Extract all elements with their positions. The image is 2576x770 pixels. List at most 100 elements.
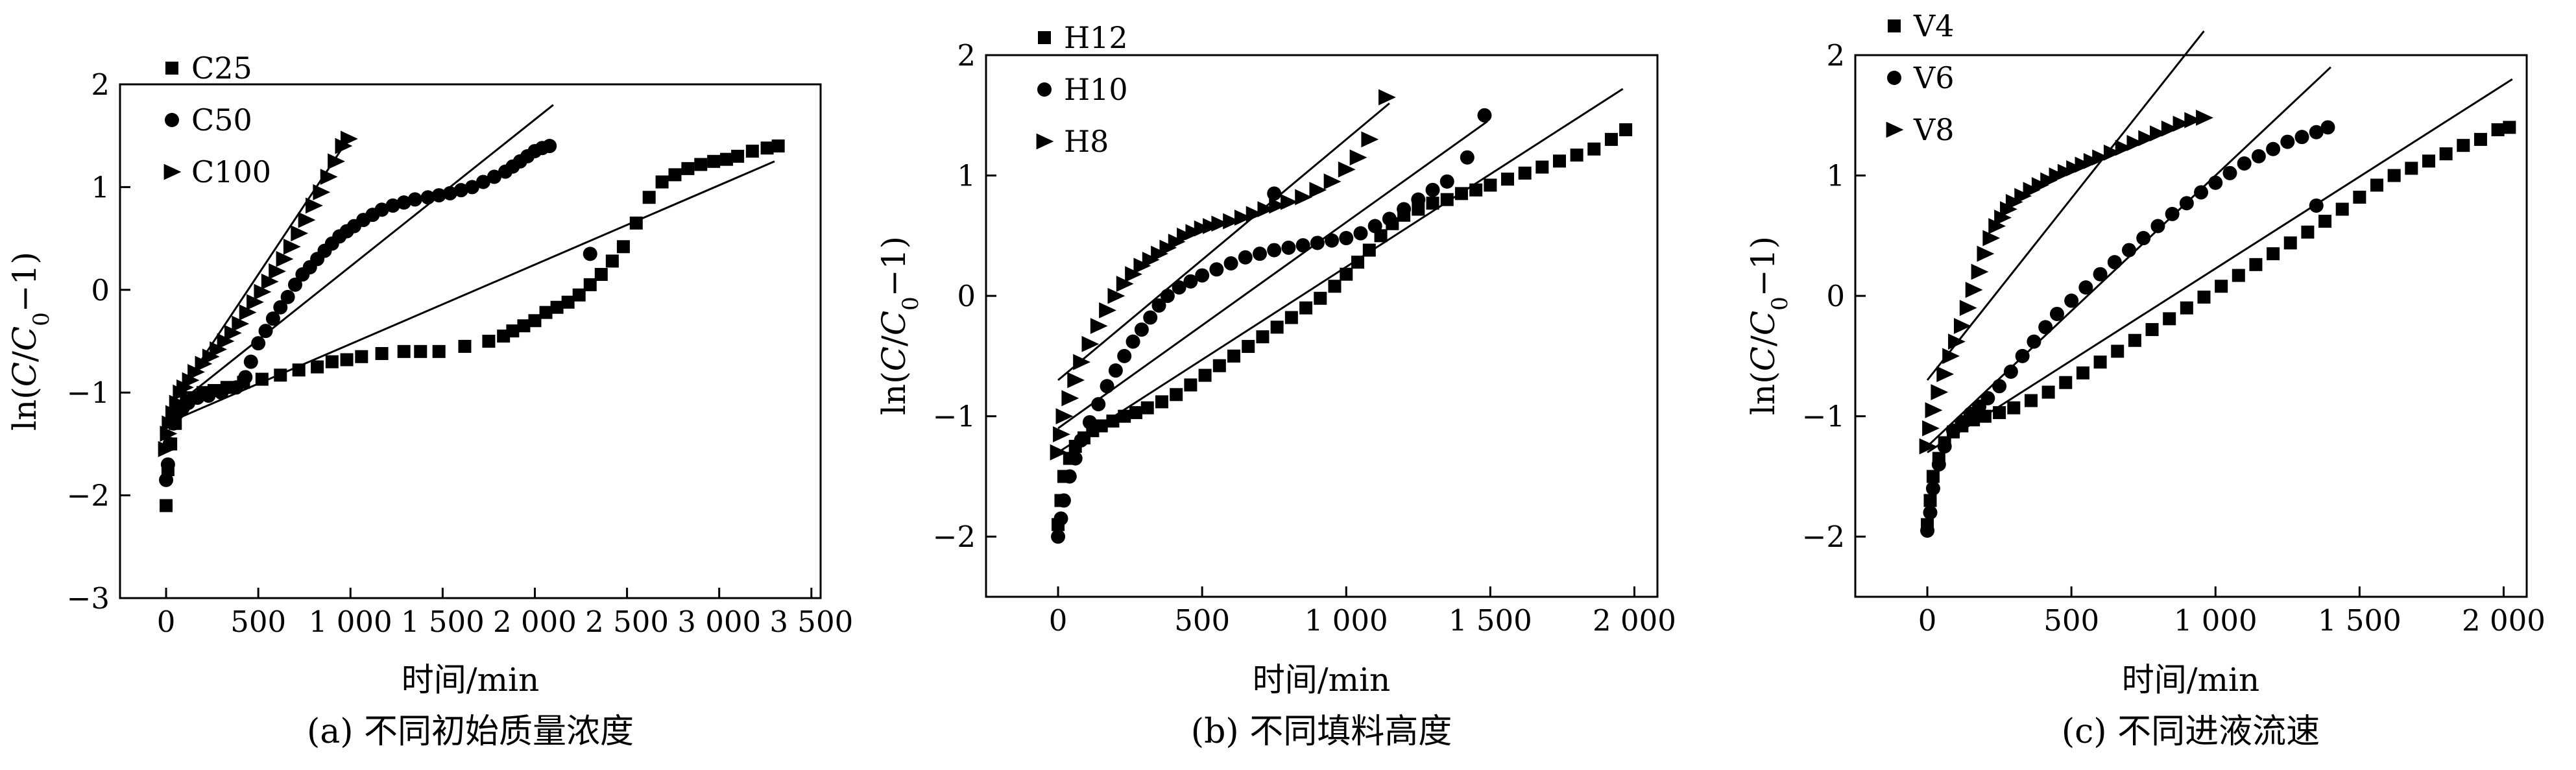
data-point-H8 xyxy=(1081,335,1100,352)
y-tick-label: 1 xyxy=(1826,159,1845,193)
data-point-V8 xyxy=(1982,230,2001,247)
data-point-H10 xyxy=(1310,235,1325,250)
data-point-V8 xyxy=(1936,366,1955,383)
legend: H12 H10 H8 xyxy=(1036,20,1128,159)
data-point-V8 xyxy=(1925,402,1943,418)
data-point-C50 xyxy=(464,180,479,195)
data-point-V4 xyxy=(2232,269,2245,282)
data-point-C25 xyxy=(160,499,173,512)
data-point-V8 xyxy=(2126,135,2145,151)
data-point-H10 xyxy=(1339,231,1354,246)
data-point-C25 xyxy=(629,216,643,230)
data-point-V8 xyxy=(1994,210,2012,226)
x-tick-label: 0 xyxy=(157,605,176,639)
data-point-V4 xyxy=(2422,154,2435,168)
fit-line-C50 xyxy=(165,104,554,415)
y-tick-label: −2 xyxy=(1802,520,1845,554)
data-point-V8 xyxy=(1953,318,1971,334)
data-point-V6 xyxy=(2266,141,2281,156)
data-point-V8 xyxy=(1988,218,2006,234)
chart-panel-c: 0 500 1 000 1 500 2 000 −2 −1 0 1 2 V4 V6 V8 时间/min… xyxy=(1744,8,2546,751)
data-point-C50 xyxy=(396,195,411,210)
data-point-C100 xyxy=(232,315,250,332)
data-point-C25 xyxy=(550,300,564,314)
data-point-V6 xyxy=(2237,156,2252,171)
axis-ticks: 0 500 1 000 1 500 2 000 2 500 3 000 3 500 −3 −2 −1… xyxy=(67,67,854,639)
data-point-C50 xyxy=(190,391,205,405)
data-point-V6 xyxy=(2093,267,2108,282)
y-tick-label: −2 xyxy=(67,479,110,513)
axis-ticks: 0 500 1 000 1 500 2 000 −2 −1 0 1 2 xyxy=(1802,38,2546,638)
y-tick-label: 2 xyxy=(91,67,110,102)
x-axis-title: 时间/min xyxy=(402,661,539,699)
x-tick-label: 1 500 xyxy=(2318,603,2401,638)
data-point-H8 xyxy=(1295,189,1313,206)
data-point-V4 xyxy=(2041,385,2055,399)
data-point-V8 xyxy=(2115,139,2133,156)
data-point-H12 xyxy=(1314,291,1327,305)
data-point-H8 xyxy=(1055,408,1074,425)
y-tick-label: 0 xyxy=(1826,279,1845,313)
data-point-C50 xyxy=(280,289,295,304)
data-point-C50 xyxy=(385,198,400,213)
data-point-C100 xyxy=(176,379,194,396)
data-point-C50 xyxy=(229,380,244,395)
data-point-H10 xyxy=(1051,529,1066,544)
data-point-H10 xyxy=(1425,182,1440,197)
legend-label: V6 xyxy=(1913,60,1955,95)
data-point-H8 xyxy=(1061,390,1079,407)
data-point-C25 xyxy=(655,175,669,189)
data-point-H8 xyxy=(1099,302,1116,319)
data-point-H8 xyxy=(1125,266,1142,283)
data-point-H12 xyxy=(1299,301,1313,315)
data-point-V6 xyxy=(2320,120,2335,135)
x-tick-label: 2 000 xyxy=(2462,603,2546,638)
data-point-H10 xyxy=(1151,298,1166,313)
legend-marker-H12 xyxy=(1038,31,1051,44)
data-point-V4 xyxy=(2007,401,2021,415)
data-point-C25 xyxy=(694,158,708,171)
plot-frame xyxy=(1854,54,2528,598)
fit-line-V8 xyxy=(1926,30,2205,381)
legend-marker-C100 xyxy=(163,163,182,180)
data-point-V6 xyxy=(2309,198,2324,213)
data-point-H12 xyxy=(1426,197,1439,210)
data-point-C50 xyxy=(453,183,468,198)
fit-line-H8 xyxy=(1057,102,1390,381)
data-point-V4 xyxy=(2059,376,2073,389)
data-point-C25 xyxy=(616,240,630,254)
data-point-C25 xyxy=(255,372,269,386)
data-point-V6 xyxy=(2150,219,2165,234)
data-point-C25 xyxy=(274,368,287,382)
data-point-H10 xyxy=(1082,415,1097,429)
data-point-H8 xyxy=(1361,131,1379,148)
legend-label: V8 xyxy=(1913,112,1955,147)
data-point-H12 xyxy=(1440,193,1454,206)
data-point-C100 xyxy=(328,153,345,170)
data-points xyxy=(158,130,785,512)
data-point-H10 xyxy=(1209,262,1224,277)
data-point-C100 xyxy=(187,364,205,380)
y-tick-label: −1 xyxy=(933,400,976,434)
data-point-H10 xyxy=(1143,310,1158,325)
data-point-H10 xyxy=(1439,174,1454,189)
data-point-H12 xyxy=(1587,142,1601,156)
legend-label: C25 xyxy=(191,51,252,86)
data-point-C25 xyxy=(731,149,745,163)
data-point-H10 xyxy=(1195,268,1210,283)
data-point-C25 xyxy=(528,314,542,328)
data-point-V6 xyxy=(2294,130,2309,145)
legend: V4 V6 V8 xyxy=(1886,8,1955,147)
y-tick-label: 2 xyxy=(957,38,976,73)
legend-marker-H8 xyxy=(1036,133,1054,150)
data-point-H8 xyxy=(1116,276,1134,292)
data-point-V4 xyxy=(2283,236,2297,250)
data-point-C25 xyxy=(517,319,531,333)
data-point-V4 xyxy=(2267,247,2280,261)
legend-label: H10 xyxy=(1064,72,1128,107)
data-point-V4 xyxy=(2353,190,2366,204)
data-point-H12 xyxy=(1270,320,1284,334)
legend-marker-C25 xyxy=(165,62,178,75)
data-point-H8 xyxy=(1323,173,1342,190)
data-point-C50 xyxy=(214,385,229,400)
